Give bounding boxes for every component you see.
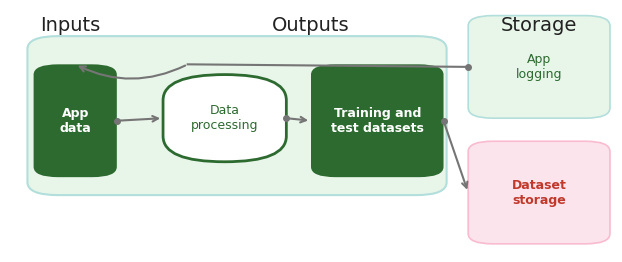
Text: Inputs: Inputs	[40, 16, 101, 35]
FancyBboxPatch shape	[468, 16, 610, 118]
Text: App
data: App data	[59, 107, 91, 135]
Text: App
logging: App logging	[516, 53, 562, 81]
FancyBboxPatch shape	[163, 75, 286, 162]
FancyBboxPatch shape	[34, 64, 117, 177]
Text: Dataset
storage: Dataset storage	[512, 178, 567, 206]
Text: Data
processing: Data processing	[191, 104, 259, 132]
FancyBboxPatch shape	[27, 36, 447, 195]
FancyBboxPatch shape	[311, 64, 443, 177]
FancyBboxPatch shape	[468, 141, 610, 244]
Text: Training and
test datasets: Training and test datasets	[331, 107, 424, 135]
Text: Outputs: Outputs	[272, 16, 350, 35]
Text: Storage: Storage	[501, 16, 577, 35]
